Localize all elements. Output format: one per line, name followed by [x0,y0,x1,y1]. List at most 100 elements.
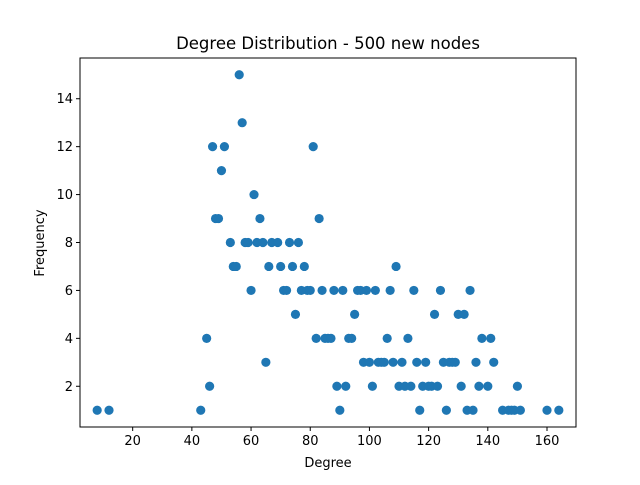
data-point [456,381,466,391]
data-point [350,309,360,319]
data-point [542,405,552,415]
data-point [246,285,256,296]
data-point [403,333,413,343]
data-point [332,381,342,391]
data-point [237,118,247,128]
data-point [284,237,295,248]
data-point [305,285,315,296]
y-tick-label: 8 [65,236,73,251]
data-points [92,70,564,415]
data-point [483,381,493,391]
data-point [450,357,460,367]
y-tick-label: 12 [56,140,73,155]
data-point [216,166,227,176]
data-point [261,357,271,367]
data-point [415,405,425,415]
y-axis-ticks: 2 4 6 8 10 12 14 [56,92,80,395]
data-point [441,405,451,415]
data-point [459,309,469,319]
data-point [219,142,230,152]
data-point [489,357,499,367]
data-point [367,381,377,391]
data-point [287,261,298,272]
data-point [477,333,487,343]
data-point [281,285,292,296]
y-tick-label: 10 [56,188,73,203]
data-point [264,261,274,272]
data-point [486,333,496,343]
x-tick-label: 100 [357,434,382,449]
data-point [293,237,304,248]
data-point [382,333,392,343]
y-axis-label: Frequency [33,209,48,276]
data-point [409,285,419,296]
data-point [421,357,431,367]
data-point [92,405,102,415]
y-tick-label: 2 [65,380,73,395]
data-point [465,285,475,296]
data-point [406,381,416,391]
y-tick-label: 6 [65,284,73,299]
data-point [361,285,372,296]
data-point [314,213,324,224]
data-point [429,309,440,319]
data-point [512,381,523,391]
data-point [335,405,345,415]
data-point [471,357,481,367]
data-point [249,189,259,200]
data-point [243,237,253,248]
data-point [329,285,339,296]
x-axis-label: Degree [304,456,351,471]
data-point [196,405,206,415]
data-point [388,357,398,367]
data-point [412,357,422,367]
data-point [225,237,235,248]
data-point [515,405,525,415]
x-tick-label: 160 [535,434,560,449]
data-point [207,142,218,152]
data-point [370,285,380,296]
data-point [202,333,212,343]
x-tick-label: 60 [243,434,260,449]
data-point [391,261,401,272]
x-axis-ticks: 20 40 60 80 100 120 140 160 [124,427,559,449]
data-point [276,261,286,272]
data-point [308,142,318,152]
data-point [299,261,309,272]
data-point [364,357,375,367]
data-point [234,70,244,80]
data-point [468,405,478,415]
data-point [273,237,283,248]
data-point [397,357,407,367]
data-point [554,405,564,415]
x-tick-label: 80 [302,434,319,449]
x-tick-label: 120 [416,434,441,449]
x-tick-label: 20 [124,434,141,449]
data-point [379,357,389,367]
data-point [258,237,268,248]
x-tick-label: 40 [184,434,201,449]
data-point [326,333,336,343]
data-point [474,381,484,391]
data-point [255,213,265,224]
data-point [104,405,114,415]
data-point [231,261,241,272]
x-tick-label: 140 [475,434,500,449]
data-point [432,381,443,391]
data-point [317,285,327,296]
data-point [338,285,348,296]
data-point [205,381,215,391]
chart-title: Degree Distribution - 500 new nodes [176,34,480,53]
data-point [435,285,446,296]
data-point [385,285,395,296]
data-point [311,333,321,343]
plot-frame [79,57,577,428]
data-point [290,309,301,319]
y-tick-label: 4 [65,332,73,347]
data-point [347,333,357,343]
data-point [213,213,224,224]
y-tick-label: 14 [56,92,73,107]
data-point [341,381,351,391]
